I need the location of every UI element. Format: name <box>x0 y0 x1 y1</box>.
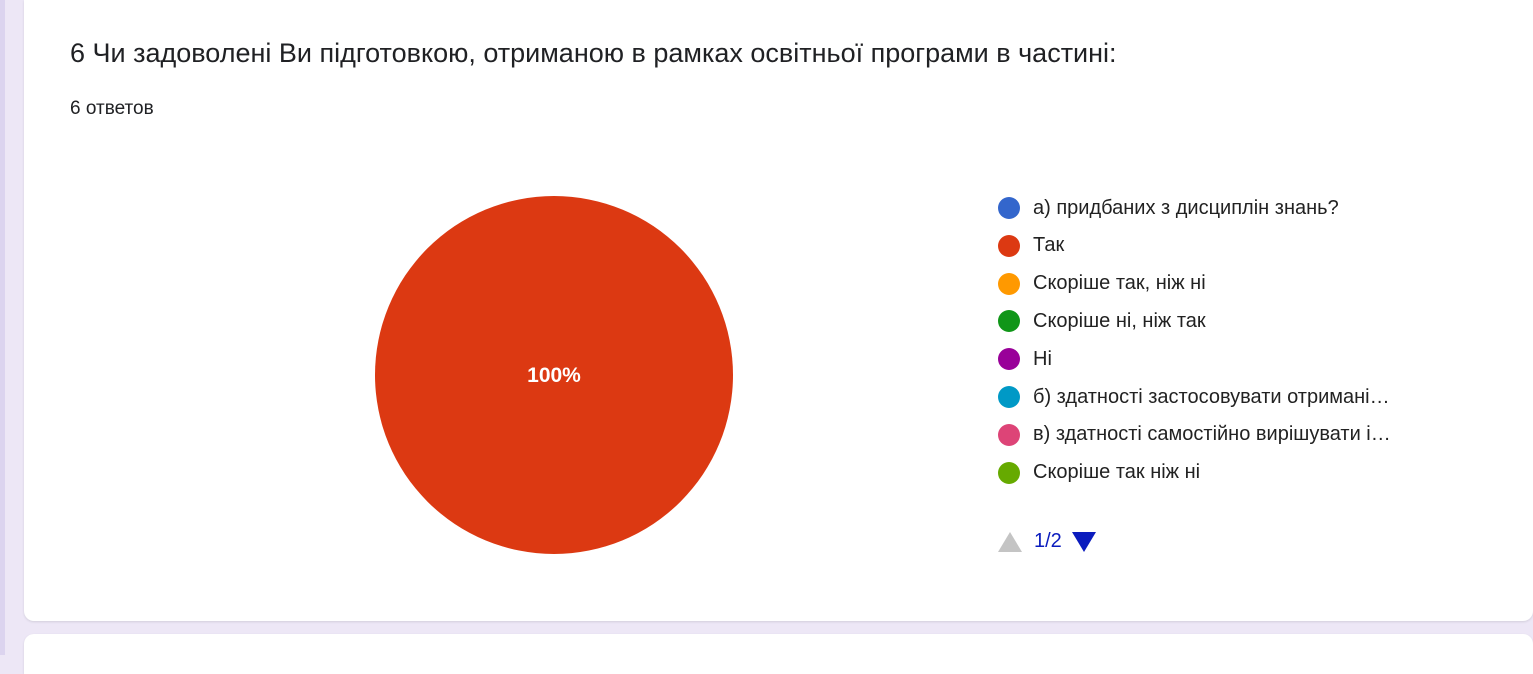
slice-percent-label: 100% <box>527 364 581 387</box>
page-edge <box>0 0 5 655</box>
legend-color-dot-icon <box>998 386 1020 408</box>
legend-label: Ні <box>1033 347 1052 370</box>
legend-label: Так <box>1033 234 1065 257</box>
legend-item[interactable]: б) здатності застосовувати отримані… <box>998 384 1390 410</box>
legend-label: Скоріше ні, ніж так <box>1033 309 1206 332</box>
triangle-down-icon[interactable] <box>1071 531 1096 552</box>
legend-color-dot-icon <box>998 272 1020 295</box>
legend-page-indicator: 1/2 <box>1034 530 1062 552</box>
legend-label: а) придбаних з дисциплін знань? <box>1033 196 1339 219</box>
legend-item[interactable]: Ні <box>998 346 1052 372</box>
legend-item[interactable]: а) придбаних з дисциплін знань? <box>998 195 1339 221</box>
next-question-card <box>24 634 1533 674</box>
legend-label: в) здатності самостійно вирішувати і… <box>1033 423 1391 446</box>
response-count: 6 ответов <box>70 98 154 119</box>
legend-label: Скоріше так ніж ні <box>1033 461 1201 484</box>
legend-item[interactable]: Скоріше так, ніж ні <box>998 271 1206 297</box>
legend-color-dot-icon <box>998 234 1020 257</box>
question-title: 6 Чи задоволені Ви підготовкою, отримано… <box>70 38 1117 68</box>
pie-slice[interactable] <box>375 196 733 554</box>
legend-label: б) здатності застосовувати отримані… <box>1033 385 1390 408</box>
legend-item[interactable]: Скоріше ні, ніж так <box>998 308 1206 334</box>
pie-chart: 100% <box>375 196 733 554</box>
legend-pager: 1/2 <box>998 530 1096 553</box>
question-card: 6 Чи задоволені Ви підготовкою, отримано… <box>24 0 1533 621</box>
legend-color-dot-icon <box>998 461 1020 484</box>
legend-item[interactable]: Так <box>998 233 1064 259</box>
legend-item[interactable]: в) здатності самостійно вирішувати і… <box>998 422 1391 448</box>
legend-color-dot-icon <box>998 197 1020 219</box>
triangle-up-icon[interactable] <box>998 531 1022 552</box>
legend-color-dot-icon <box>998 348 1020 371</box>
legend-color-dot-icon <box>998 423 1020 446</box>
legend-label: Скоріше так, ніж ні <box>1033 272 1206 295</box>
legend-color-dot-icon <box>998 310 1020 333</box>
legend-item[interactable]: Скоріше так ніж ні <box>998 460 1200 486</box>
